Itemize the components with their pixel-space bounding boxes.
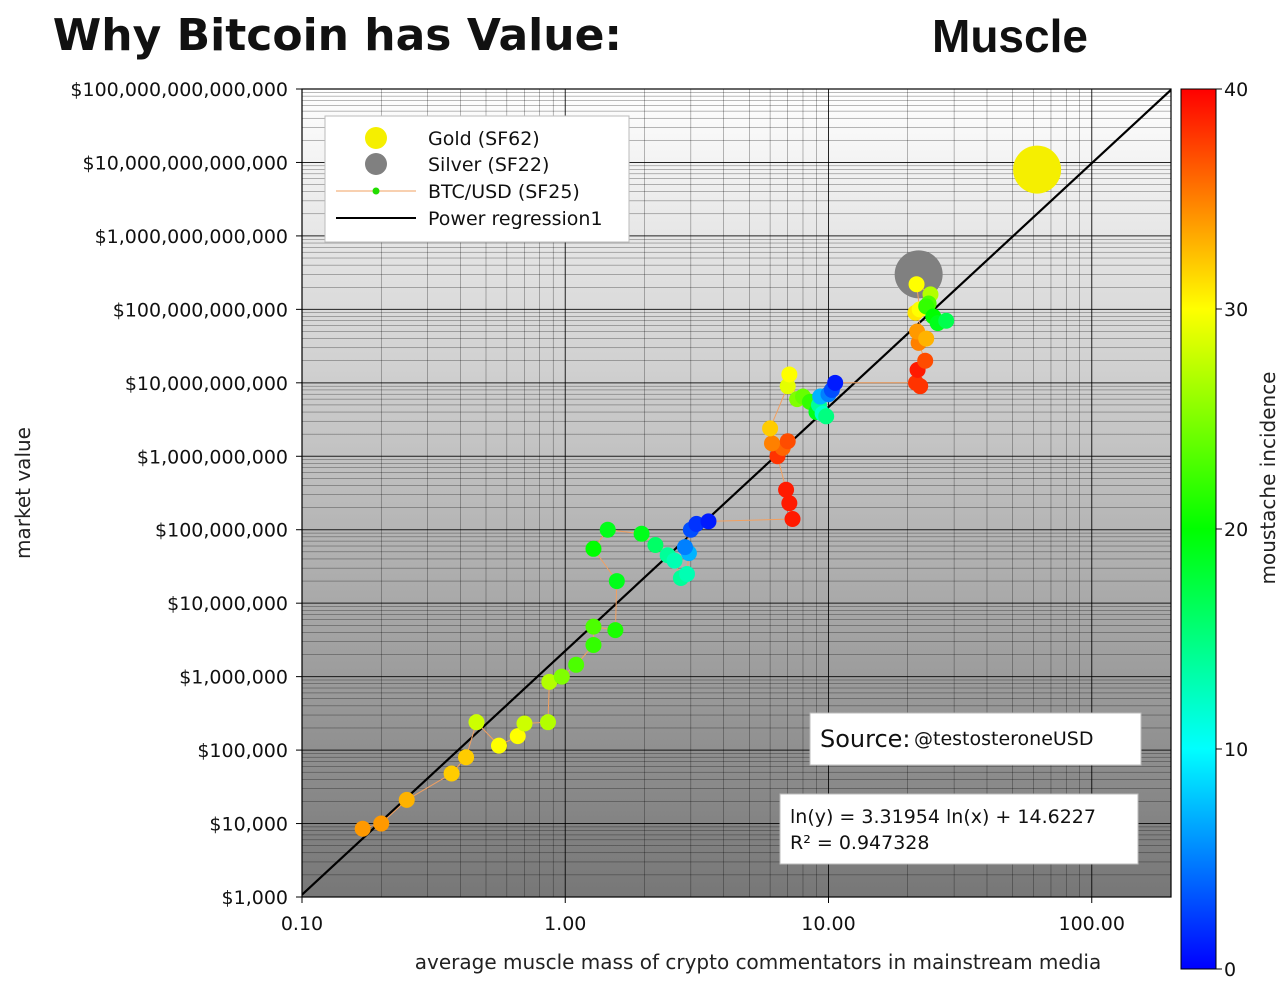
- colorbar-tick-label: 30: [1224, 299, 1248, 321]
- btc-point: [458, 749, 475, 766]
- x-axis: 0.10 1.00 10.00 100.00: [281, 897, 1125, 935]
- x-axis-label: average muscle mass of crypto commentato…: [415, 950, 1101, 974]
- y-tick-label: $100,000: [197, 740, 288, 762]
- y-tick-label: $100,000,000,000,000: [70, 79, 288, 101]
- legend-gold-marker: [365, 127, 387, 149]
- btc-point: [918, 330, 935, 347]
- regression-annotation: ln(y) = 3.31954 ln(x) + 14.6227 R² = 0.9…: [779, 793, 1139, 865]
- chart-title-word: Muscle: [932, 10, 1088, 62]
- legend-silver-label: Silver (SF22): [428, 154, 549, 176]
- btc-point: [666, 552, 683, 569]
- btc-point: [676, 539, 693, 556]
- btc-point: [490, 737, 507, 754]
- btc-point: [373, 815, 390, 832]
- btc-point: [509, 728, 526, 745]
- btc-point: [912, 378, 929, 395]
- btc-point: [468, 714, 485, 731]
- btc-point: [908, 276, 925, 293]
- btc-point: [443, 765, 460, 782]
- y-tick-label: $1,000: [222, 887, 288, 909]
- btc-point: [917, 352, 934, 369]
- colorbar-label: moustache incidence: [1256, 371, 1280, 584]
- legend-regression-label: Power regression1: [428, 208, 603, 230]
- btc-point: [781, 366, 798, 383]
- btc-series: [354, 145, 1062, 837]
- y-tick-label: $1,000,000,000,000: [95, 226, 288, 248]
- regression-equation: ln(y) = 3.31954 ln(x) + 14.6227: [790, 806, 1096, 828]
- equation-box: [779, 793, 1139, 865]
- btc-point: [779, 378, 796, 395]
- x-tick-label: 0.10: [281, 913, 323, 935]
- btc-point: [607, 622, 624, 639]
- y-tick-label: $1,000,000: [179, 667, 288, 689]
- btc-point: [540, 714, 557, 731]
- btc-point: [818, 408, 835, 425]
- regression-r2: R² = 0.947328: [790, 832, 929, 854]
- btc-point: [827, 374, 844, 391]
- btc-point: [633, 525, 650, 542]
- source-handle: @testosteroneUSD: [914, 728, 1094, 750]
- chart-title: Why Bitcoin has Value:: [53, 10, 622, 61]
- btc-point: [398, 791, 415, 808]
- colorbar-tick-label: 10: [1224, 739, 1248, 761]
- legend-silver-marker: [365, 153, 387, 175]
- colorbar-tick-label: 20: [1224, 519, 1248, 541]
- silver-point: [894, 250, 943, 299]
- btc-point: [585, 618, 602, 635]
- btc-point: [762, 420, 779, 437]
- btc-point: [568, 656, 585, 673]
- colorbar-ticks: 0 10 20 30 40: [1216, 79, 1248, 981]
- btc-point: [647, 536, 664, 553]
- legend-gold-label: Gold (SF62): [428, 128, 540, 150]
- colorbar-tick-label: 40: [1224, 79, 1248, 101]
- y-tick-label: $10,000,000: [167, 593, 288, 615]
- btc-point: [779, 433, 796, 450]
- btc-point: [700, 513, 717, 530]
- legend-btc-marker: [372, 187, 380, 195]
- source-annotation: Source: @testosteroneUSD: [809, 712, 1142, 766]
- x-tick-label: 100.00: [1059, 913, 1125, 935]
- colorbar: 0 10 20 30 40 moustache incidence: [1180, 79, 1280, 981]
- btc-point: [938, 312, 955, 329]
- regression-line: [302, 89, 1171, 896]
- gold-point: [1013, 145, 1062, 194]
- y-axis: $1,000 $10,000 $100,000 $1,000,000 $10,000,0…: [70, 79, 302, 909]
- colorbar-tick-label: 0: [1224, 959, 1236, 981]
- colorbar-gradient: [1180, 88, 1217, 970]
- x-tick-label: 10.00: [801, 913, 855, 935]
- plot-frame: [301, 88, 1172, 898]
- btc-point: [599, 521, 616, 538]
- btc-point: [763, 435, 780, 452]
- btc-point: [553, 668, 570, 685]
- legend-btc-label: BTC/USD (SF25): [428, 181, 580, 203]
- btc-point: [781, 495, 798, 512]
- btc-point: [585, 540, 602, 557]
- y-tick-label: $1,000,000,000: [137, 446, 288, 468]
- y-tick-label: $100,000,000: [155, 520, 288, 542]
- y-tick-label: $10,000: [209, 814, 288, 836]
- y-tick-label: $100,000,000,000: [113, 299, 288, 321]
- legend: Gold (SF62) Silver (SF22) BTC/USD (SF25)…: [324, 115, 630, 243]
- x-tick-label: 1.00: [544, 913, 586, 935]
- btc-point: [354, 820, 371, 837]
- source-label: Source:: [820, 725, 911, 753]
- btc-point: [541, 673, 558, 690]
- source-box: [809, 712, 1142, 766]
- btc-point: [784, 510, 801, 527]
- btc-point: [516, 715, 533, 732]
- btc-point: [688, 515, 705, 532]
- y-tick-label: $10,000,000,000,000: [83, 152, 288, 174]
- btc-point: [778, 481, 795, 498]
- y-axis-label: market value: [11, 427, 35, 559]
- btc-point: [608, 573, 625, 590]
- btc-point: [585, 636, 602, 653]
- btc-point: [678, 565, 695, 582]
- y-tick-label: $10,000,000,000: [125, 373, 288, 395]
